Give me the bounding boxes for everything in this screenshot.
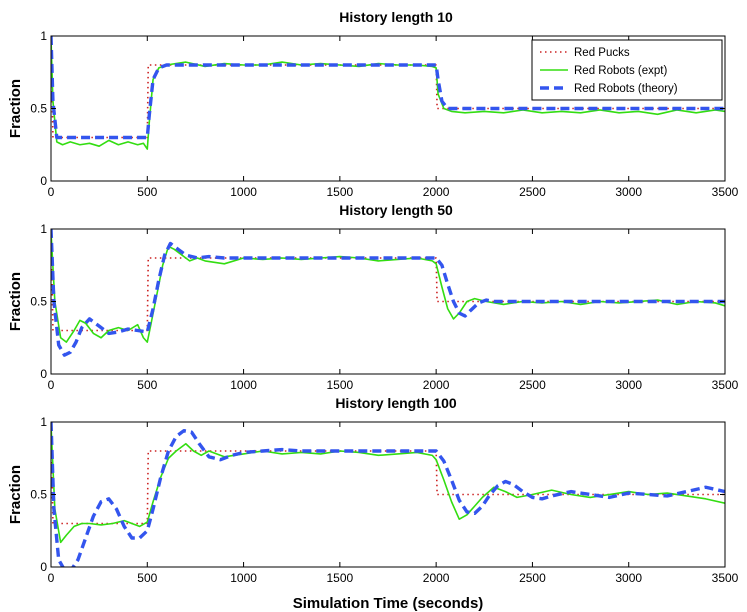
y-tick-label: 0: [40, 367, 47, 381]
series-line-red-robots-theory: [51, 422, 725, 567]
x-tick-label: 1500: [327, 378, 354, 392]
x-tick-label: 500: [137, 378, 157, 392]
chart-title: History length 50: [339, 202, 453, 218]
x-tick-label: 3000: [615, 378, 642, 392]
x-tick-label: 0: [48, 185, 55, 199]
x-tick-label: 0: [48, 378, 55, 392]
x-tick-label: 3500: [712, 571, 739, 585]
y-tick-label: 0.5: [30, 102, 47, 116]
series-line-red-robots-theory: [51, 36, 725, 140]
y-tick-label: 0: [40, 560, 47, 574]
y-tick-label: 0.5: [30, 488, 47, 502]
chart-title: History length 100: [335, 395, 457, 411]
legend-label-red-robots-theory: Red Robots (theory): [574, 83, 678, 95]
x-tick-label: 500: [137, 185, 157, 199]
series-line-red-robots-expt: [51, 424, 725, 544]
y-tick-label: 1: [40, 29, 47, 43]
series-group: [51, 229, 725, 357]
chart-title: History length 10: [339, 9, 453, 25]
series-group: [51, 422, 725, 567]
x-tick-label: 2000: [423, 378, 450, 392]
x-tick-label: 1500: [327, 185, 354, 199]
x-tick-label: 2000: [423, 185, 450, 199]
x-tick-label: 1000: [230, 571, 257, 585]
chart-panel-1: History length 10 Fraction 0 500 1000 1500 200…: [7, 9, 739, 199]
x-tick-label: 1000: [230, 185, 257, 199]
y-tick-label: 1: [40, 222, 47, 236]
x-tick-label: 3000: [615, 185, 642, 199]
series-group: [51, 36, 725, 150]
x-tick-label: 2500: [519, 185, 546, 199]
y-tick-label: 0: [40, 174, 47, 188]
y-axis-label: Fraction: [7, 465, 24, 524]
legend: Red Pucks Red Robots (expt) Red Robots (th…: [531, 39, 723, 101]
x-tick-label: 2500: [519, 378, 546, 392]
legend-label-red-robots-expt: Red Robots (expt): [574, 65, 667, 77]
chart-panel-3: History length 100 Fraction 0 500 1000 1500 20…: [7, 395, 739, 612]
x-tick-label: 3500: [712, 185, 739, 199]
x-tick-label: 2000: [423, 571, 450, 585]
x-tick-label: 3000: [615, 571, 642, 585]
x-axis-label: Simulation Time (seconds): [293, 595, 484, 612]
y-tick-label: 1: [40, 415, 47, 429]
x-tick-label: 1000: [230, 378, 257, 392]
y-tick-label: 0.5: [30, 295, 47, 309]
legend-label-red-pucks: Red Pucks: [574, 47, 630, 59]
x-tick-label: 0: [48, 571, 55, 585]
y-axis-label: Fraction: [7, 272, 24, 331]
series-line-red-robots-theory: [51, 229, 725, 357]
y-axis-label: Fraction: [7, 79, 24, 138]
x-tick-label: 2500: [519, 571, 546, 585]
x-tick-label: 3500: [712, 378, 739, 392]
x-tick-label: 1500: [327, 571, 354, 585]
x-tick-label: 500: [137, 571, 157, 585]
chart-panel-2: History length 50 Fraction 0 500 1000 1500 200…: [7, 202, 739, 392]
